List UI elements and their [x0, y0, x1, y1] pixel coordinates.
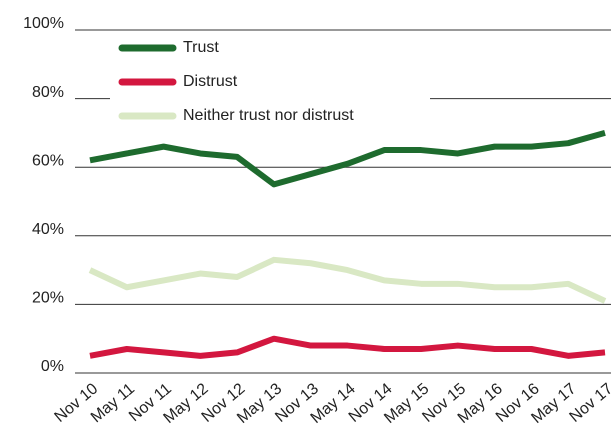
legend: Trust Distrust Neither trust nor distrust — [110, 34, 430, 134]
line-series — [89, 335, 606, 359]
y-tick-label: 100% — [23, 15, 64, 32]
y-tick-label: 40% — [32, 221, 64, 238]
y-tick-label: 0% — [41, 358, 64, 375]
line-series — [88, 256, 607, 304]
y-tick-label: 80% — [32, 84, 64, 101]
legend-label: Trust — [183, 39, 219, 56]
line-series — [89, 130, 606, 188]
y-tick-label: 20% — [32, 290, 64, 307]
legend-label: Neither trust nor distrust — [183, 107, 354, 124]
y-tick-label: 60% — [32, 152, 64, 169]
legend-label: Distrust — [183, 73, 238, 90]
